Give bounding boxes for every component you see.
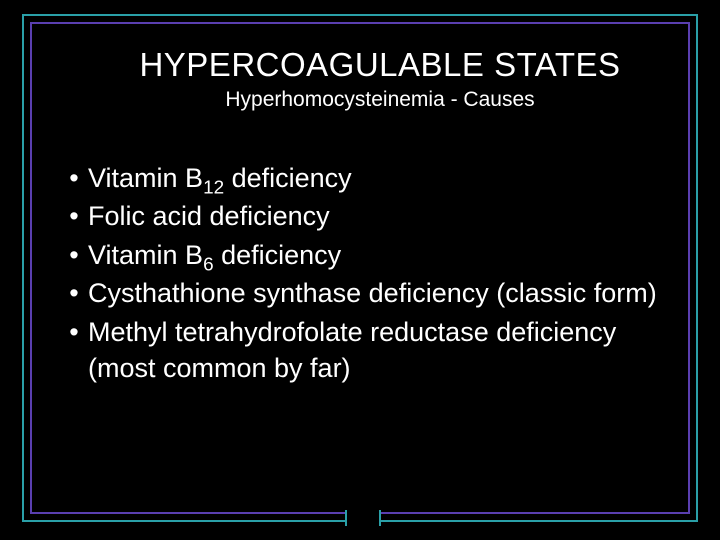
outer-frame-top <box>22 14 698 16</box>
inner-frame-right <box>688 22 690 514</box>
inner-frame-top <box>30 22 690 24</box>
bullet-item: •Methyl tetrahydrofolate reductase defic… <box>60 314 670 387</box>
slide-subtitle: Hyperhomocysteinemia - Causes <box>50 88 670 112</box>
bullet-text: Vitamin B6 deficiency <box>88 237 670 273</box>
bullet-item: •Cysthathione synthase deficiency (class… <box>60 275 670 311</box>
slide-title: HYPERCOAGULABLE STATES <box>50 46 670 84</box>
bullet-text: Methyl tetrahydrofolate reductase defici… <box>88 314 670 387</box>
bullet-dot-icon: • <box>60 275 88 311</box>
outer-frame-left <box>22 14 24 522</box>
bullet-item: •Vitamin B12 deficiency <box>60 160 670 196</box>
bullet-dot-icon: • <box>60 160 88 196</box>
bullet-text: Folic acid deficiency <box>88 198 670 234</box>
bullet-item: •Folic acid deficiency <box>60 198 670 234</box>
outer-frame-right <box>696 14 698 522</box>
slide-content: HYPERCOAGULABLE STATES Hyperhomocysteine… <box>50 40 670 500</box>
bullet-item: •Vitamin B6 deficiency <box>60 237 670 273</box>
bullet-text: Vitamin B12 deficiency <box>88 160 670 196</box>
frame-notch <box>345 510 381 526</box>
bullet-dot-icon: • <box>60 198 88 234</box>
inner-frame-left <box>30 22 32 514</box>
bullet-text: Cysthathione synthase deficiency (classi… <box>88 275 670 311</box>
bullet-list: •Vitamin B12 deficiency•Folic acid defic… <box>50 160 670 387</box>
bullet-dot-icon: • <box>60 237 88 273</box>
bullet-dot-icon: • <box>60 314 88 350</box>
